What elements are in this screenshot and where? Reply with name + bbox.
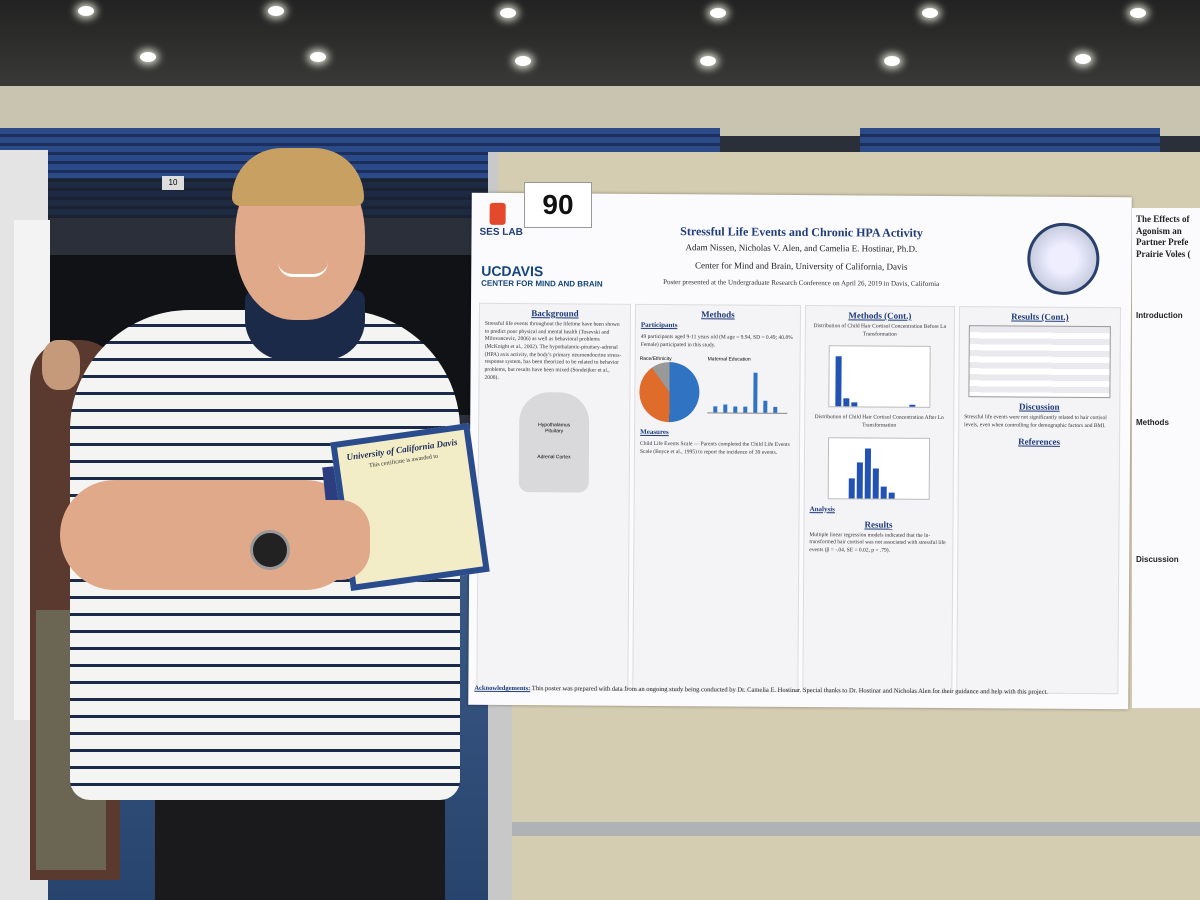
results-text: Multiple linear regression models indica… (809, 531, 946, 554)
hist-bar (872, 468, 879, 499)
measures-heading: Measures (640, 428, 669, 437)
lab-name: SES LAB (479, 226, 523, 239)
ses-logo-icon (489, 202, 506, 225)
histogram-1-label: Distribution of Child Hair Cortisol Conc… (813, 323, 947, 338)
hpa-label-adrenal: Adrenal Cortex (537, 453, 571, 460)
arena-seats-right (860, 128, 1160, 153)
hist-bar (909, 405, 916, 408)
neighbor-intro-heading: Introduction (1136, 310, 1183, 320)
results-cont-heading: Results (Cont.) (1011, 311, 1069, 322)
regression-table (968, 325, 1111, 399)
neighbor-discussion-heading: Discussion (1136, 554, 1179, 564)
ceiling-light (268, 6, 284, 16)
bar (753, 373, 758, 414)
ucdavis-name: UCDAVIS (481, 262, 544, 280)
column-results-cont: Results (Cont.) Discussion Stressful lif… (956, 306, 1122, 695)
poster-title: Stressful Life Events and Chronic HPA Ac… (680, 224, 923, 240)
ceiling-light (140, 52, 156, 62)
references-heading: References (1018, 436, 1061, 448)
research-poster: SES LAB UCDAVIS CENTER FOR MIND AND BRAI… (468, 192, 1132, 710)
hist-bar (835, 356, 842, 407)
hpa-label-hypothalamus: Hypothalamus (538, 421, 571, 428)
bar (713, 406, 718, 413)
histogram-after (827, 436, 931, 500)
ceiling-light (1075, 54, 1091, 64)
board-leg (488, 700, 512, 900)
histogram-before (828, 345, 931, 409)
race-chart-label: Race/Ethnicity (639, 356, 672, 363)
ceiling-light (1130, 8, 1146, 18)
bar (743, 406, 748, 414)
hpa-axis-diagram: Hypothalamus Pituitary Adrenal Cortex (518, 391, 590, 493)
participants-text: 49 participants aged 9-11 years old (M a… (640, 333, 793, 349)
ceiling-light (700, 56, 716, 66)
column-methods: Methods Participants 49 participants age… (632, 303, 802, 692)
hist-bar (851, 402, 858, 407)
column-background: Background Stressful life events through… (476, 302, 632, 691)
hist-bar (880, 486, 887, 499)
hist-bar (856, 462, 863, 499)
measures-text: Child Life Events Scale — Parents comple… (639, 441, 790, 456)
board-rail (498, 822, 1200, 836)
background-text: Stressful life events throughout the lif… (484, 320, 622, 381)
ceiling-light (310, 52, 326, 62)
hist-bar (888, 492, 895, 499)
neighbor-methods-heading: Methods (1136, 417, 1169, 427)
bar (733, 406, 738, 413)
arena-wall (0, 86, 1200, 136)
ucdavis-sub: CENTER FOR MIND AND BRAIN (481, 278, 603, 289)
hist-bar (843, 398, 850, 407)
ceiling-light (884, 56, 900, 66)
discussion-text: Stressful life events were not significa… (964, 414, 1107, 429)
poster-presented-note: Poster presented at the Undergraduate Re… (663, 278, 940, 288)
participants-heading: Participants (640, 320, 678, 330)
arena-ceiling (0, 0, 1200, 90)
column-methods-cont: Methods (Cont.) Distribution of Child Ha… (802, 305, 956, 694)
neighbor-poster-title: The Effects of Agonism an Partner Prefe … (1136, 214, 1191, 260)
neighbor-poster: The Effects of Agonism an Partner Prefe … (1132, 208, 1200, 708)
education-bar-chart (707, 362, 788, 415)
bar (763, 401, 768, 414)
bar (723, 404, 728, 413)
booth-number-card: 90 (524, 182, 592, 228)
poster-affiliation: Center for Mind and Brain, University of… (695, 260, 908, 272)
ceiling-light (922, 8, 938, 18)
histogram-2-label: Distribution of Child Hair Cortisol Conc… (814, 414, 944, 429)
hist-bar (864, 448, 872, 499)
ceiling-light (78, 6, 94, 16)
man-hair (232, 148, 364, 206)
section-sign: 10 (162, 176, 184, 190)
ucdavis-logo: UCDAVIS CENTER FOR MIND AND BRAIN (481, 263, 611, 289)
analysis-heading: Analysis (809, 504, 835, 513)
race-pie-chart (639, 362, 700, 423)
ceiling-light (710, 8, 726, 18)
bar (773, 407, 778, 414)
background-person-head (42, 340, 80, 390)
man-smile (278, 262, 328, 277)
poster-authors: Adam Nissen, Nicholas V. Alen, and Camel… (685, 242, 918, 254)
wrist-watch-icon (250, 530, 290, 570)
ack-label: Acknowledgements: (474, 684, 531, 693)
ceiling-light (515, 56, 531, 66)
hist-bar (848, 478, 855, 499)
ses-lab-logo: SES LAB (479, 202, 529, 253)
uc-seal-icon (1027, 222, 1100, 296)
ceiling-light (500, 8, 516, 18)
